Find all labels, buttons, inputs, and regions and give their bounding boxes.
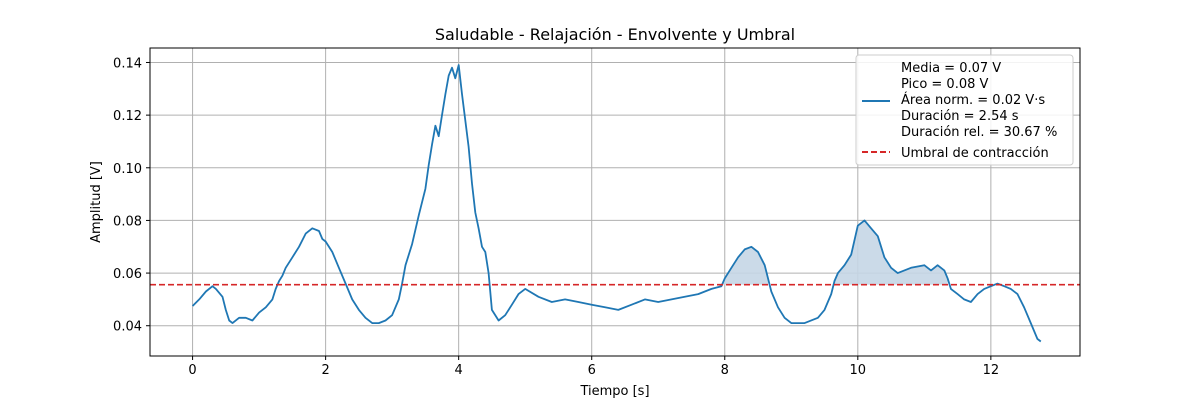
legend-box [855, 54, 1074, 166]
x-tick-label: 4 [455, 363, 463, 378]
y-tick-label: 0.10 [113, 162, 142, 177]
legend-stat-relative-duration: Duración rel. = 30.67 % [901, 125, 1057, 140]
legend-stat-peak: Pico = 0.08 V [901, 77, 989, 92]
plot-frame [149, 47, 1081, 357]
y-tick-label: 0.08 [113, 214, 142, 229]
y-tick-label: 0.12 [113, 109, 142, 124]
x-tick-label: 8 [721, 363, 729, 378]
above-threshold-fill [721, 246, 769, 285]
y-axis-ticks: 0.04 0.06 0.08 0.10 0.12 0.14 [113, 56, 150, 335]
above-threshold-fill [834, 220, 948, 285]
x-tick-label: 6 [588, 363, 596, 378]
y-tick-label: 0.06 [113, 267, 142, 282]
legend-stat-duration: Duración = 2.54 s [901, 109, 1019, 124]
x-axis-label: Tiempo [s] [579, 384, 649, 399]
x-axis-ticks: 0 2 4 6 8 10 12 [188, 356, 999, 378]
legend: Media = 0.07 V Pico = 0.08 V Área norm. … [855, 54, 1074, 166]
y-tick-label: 0.14 [113, 56, 142, 71]
series-lines [150, 64, 1080, 343]
chart-title: Saludable - Relajación - Envolvente y Um… [435, 25, 795, 44]
x-tick-label: 10 [850, 363, 867, 378]
legend-threshold-label: Umbral de contracción [901, 146, 1049, 161]
threshold-fill-regions [721, 220, 948, 285]
x-tick-label: 12 [983, 363, 1000, 378]
y-axis-label: Amplitud [V] [89, 161, 104, 243]
envelope-line [191, 64, 1042, 343]
x-tick-label: 2 [321, 363, 329, 378]
x-tick-label: 0 [188, 363, 196, 378]
legend-stat-area: Área norm. = 0.02 V·s [901, 92, 1045, 108]
y-tick-label: 0.04 [113, 320, 142, 335]
legend-stat-mean: Media = 0.07 V [901, 61, 1001, 76]
